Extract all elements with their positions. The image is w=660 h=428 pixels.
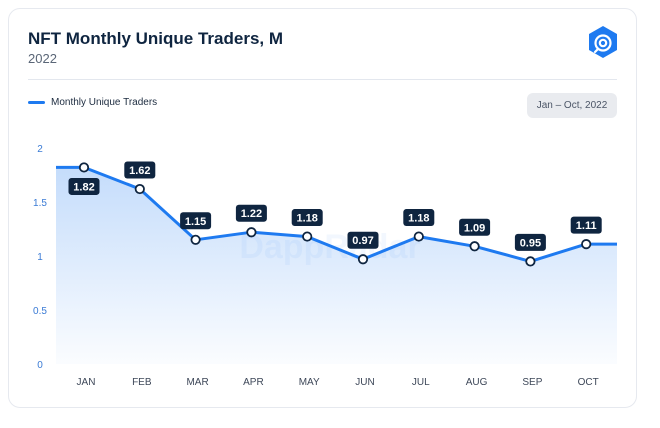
data-label: 0.97 [347, 231, 379, 249]
legend-label: Monthly Unique Traders [51, 97, 158, 108]
x-tick-label: MAR [186, 377, 208, 388]
data-label-box [124, 161, 156, 179]
data-point[interactable] [78, 162, 90, 173]
data-label-box [403, 209, 435, 227]
x-tick-label: MAY [299, 377, 320, 388]
data-point[interactable] [357, 254, 369, 265]
data-label-text: 0.97 [352, 235, 373, 247]
data-point[interactable] [302, 231, 313, 242]
data-label-box [235, 204, 267, 222]
data-label-text: 1.09 [464, 222, 485, 234]
series-line [56, 165, 617, 263]
data-label-text: 1.15 [185, 216, 206, 228]
x-tick-label: APR [243, 377, 264, 388]
x-tick-label: JUL [412, 377, 430, 388]
data-label-text: 1.11 [576, 220, 597, 232]
data-label: 1.82 [68, 177, 100, 195]
y-tick-label: 1.5 [33, 198, 47, 209]
chart-title: NFT Monthly Unique Traders, M [28, 29, 284, 48]
y-tick-label: 1 [37, 252, 43, 263]
data-point[interactable] [190, 234, 201, 245]
dappradar-logo-icon[interactable] [586, 25, 620, 59]
data-label-box [570, 216, 602, 234]
data-label-text: 0.95 [520, 237, 541, 249]
data-point[interactable] [525, 256, 536, 267]
chart-subtitle: 2022 [28, 51, 57, 66]
data-label-text: 1.18 [408, 213, 429, 225]
data-label-box [68, 177, 100, 195]
data-label: 1.22 [235, 204, 267, 222]
data-label: 0.95 [514, 233, 546, 251]
data-point[interactable] [469, 241, 480, 252]
data-label-text: 1.18 [296, 213, 317, 225]
x-tick-label: JUN [355, 377, 374, 388]
area-fill [56, 167, 617, 364]
chart-legend[interactable]: Monthly Unique Traders [28, 97, 157, 108]
data-label: 1.15 [180, 212, 212, 230]
data-label: 1.11 [570, 216, 602, 234]
y-tick-label: 0.5 [33, 306, 47, 317]
data-label: 1.18 [291, 209, 323, 227]
y-tick-label: 2 [37, 144, 43, 155]
header-divider [28, 79, 617, 80]
data-label-box [459, 218, 491, 236]
x-tick-label: JAN [77, 377, 96, 388]
data-label-box [291, 209, 323, 227]
data-point[interactable] [413, 231, 424, 242]
x-tick-label: AUG [466, 377, 488, 388]
x-tick-label: SEP [522, 377, 542, 388]
data-label-box [180, 212, 212, 230]
data-label-text: 1.22 [241, 208, 262, 220]
data-point[interactable] [134, 183, 145, 195]
data-label-text: 1.62 [129, 165, 150, 177]
y-tick-label: 0 [37, 360, 43, 371]
date-range-badge[interactable]: Jan – Oct, 2022 [527, 93, 617, 118]
data-label-text: 1.82 [73, 181, 94, 193]
data-label-box [514, 233, 546, 251]
legend-swatch [28, 101, 45, 104]
data-label: 1.62 [124, 161, 156, 179]
data-label: 1.18 [403, 209, 435, 227]
data-point[interactable] [246, 227, 257, 238]
x-tick-label: FEB [132, 377, 152, 388]
x-tick-label: OCT [578, 377, 599, 388]
data-label: 1.09 [459, 218, 491, 236]
data-label-box [347, 231, 379, 249]
data-point[interactable] [581, 239, 592, 250]
